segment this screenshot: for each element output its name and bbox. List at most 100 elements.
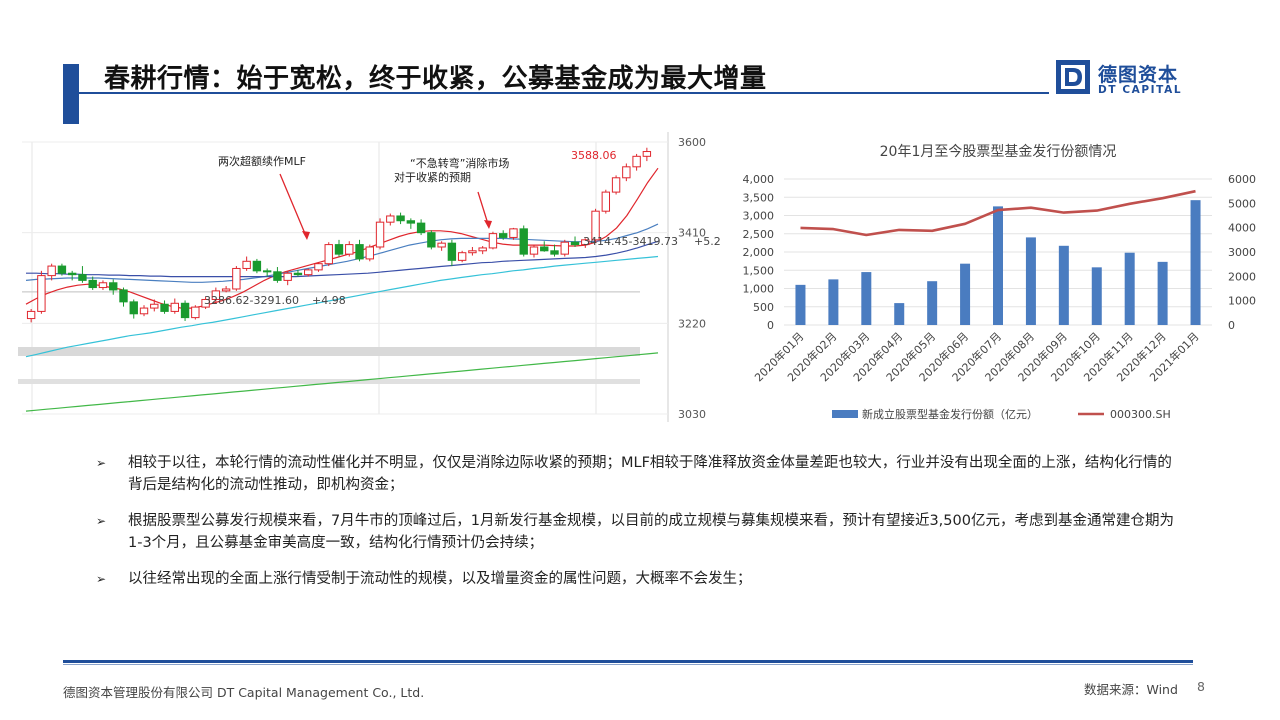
candle-body bbox=[334, 244, 344, 255]
bar bbox=[927, 281, 938, 325]
arrow-bullet-icon: ➢ bbox=[96, 572, 107, 586]
candle-body bbox=[211, 290, 221, 300]
title-underline bbox=[79, 92, 1049, 94]
bar bbox=[795, 284, 806, 325]
arrow-head-icon bbox=[484, 220, 492, 229]
price-change-label: +5.28 bbox=[694, 235, 720, 248]
candle-body bbox=[232, 267, 241, 290]
annotation-label: 对于收紧的预期 bbox=[394, 170, 471, 184]
logo-english-name: DT CAPITAL bbox=[1098, 84, 1183, 96]
candle-body bbox=[550, 250, 559, 255]
bar bbox=[1124, 252, 1135, 325]
candle-body bbox=[88, 279, 97, 289]
page-title: 春耕行情：始于宽松，终于收紧，公募基金成为最大增量 bbox=[104, 64, 767, 94]
candle-body bbox=[324, 244, 333, 265]
chart-title: 20年1月至今股票型基金发行份额情况 bbox=[880, 143, 1117, 160]
candle-body bbox=[416, 222, 426, 234]
candle-body bbox=[252, 260, 262, 272]
footer-rule bbox=[63, 660, 1193, 663]
left-axis-tick-label: 2,500 bbox=[743, 228, 775, 241]
bar bbox=[960, 263, 971, 325]
candle-body bbox=[457, 252, 467, 261]
right-axis-tick-label: 3000 bbox=[1228, 246, 1256, 259]
candle-body bbox=[478, 247, 487, 252]
candle-body bbox=[570, 241, 580, 246]
high-price-label: 3588.06 bbox=[571, 149, 617, 162]
candle-body bbox=[180, 302, 190, 319]
bar bbox=[1058, 245, 1069, 325]
candle-body bbox=[509, 228, 518, 238]
candle-body bbox=[314, 263, 323, 271]
right-axis-tick-label: 0 bbox=[1228, 319, 1235, 332]
candle-body bbox=[642, 151, 652, 157]
dt-logo-icon bbox=[1056, 60, 1090, 94]
bullet-text: 以往经常出现的全面上涨行情受制于流动性的规模，以及增量资金的属性问题，大概率不会… bbox=[128, 571, 752, 587]
candle-body bbox=[345, 244, 354, 255]
left-axis-tick-label: 500 bbox=[753, 301, 774, 314]
candle-body bbox=[221, 288, 231, 292]
candle-body bbox=[109, 282, 118, 291]
candle-body bbox=[632, 155, 641, 168]
candle-body bbox=[47, 265, 56, 277]
bar bbox=[894, 303, 905, 325]
price-tick-label: 3410 bbox=[678, 227, 706, 240]
candle-body bbox=[150, 303, 159, 309]
candle-body bbox=[365, 246, 374, 260]
bar bbox=[1025, 237, 1036, 325]
arrow-head-icon bbox=[302, 231, 310, 240]
bullet-item: ➢ 以往经常出现的全面上涨行情受制于流动性的规模，以及增量资金的属性问题，大概率… bbox=[96, 568, 1186, 590]
left-axis-tick-label: 2,000 bbox=[743, 246, 775, 259]
candle-body bbox=[355, 244, 364, 260]
arrow-bullet-icon: ➢ bbox=[96, 514, 107, 528]
bar bbox=[861, 272, 872, 325]
left-axis-tick-label: 1,000 bbox=[743, 283, 775, 296]
bullet-item: ➢ 根据股票型公募发行规模来看，7月牛市的顶峰过后，1月新发行基金规模，以目前的… bbox=[96, 510, 1186, 554]
footer-company: 德图资本管理股份有限公司 DT Capital Management Co., … bbox=[63, 685, 425, 700]
footer-source: 数据来源：Wind bbox=[1084, 682, 1178, 697]
candle-body bbox=[242, 260, 251, 269]
right-axis-tick-label: 2000 bbox=[1228, 270, 1256, 283]
right-axis-tick-label: 6000 bbox=[1228, 173, 1256, 186]
candle-body bbox=[78, 274, 87, 281]
bar bbox=[1091, 267, 1102, 325]
moving-average-line bbox=[25, 255, 659, 358]
candle-body bbox=[201, 298, 210, 308]
price-range-label: 3414.45-3419.73 bbox=[583, 235, 678, 248]
candle-body bbox=[293, 272, 303, 276]
bullet-item: ➢ 相较于以往，本轮行情的流动性催化并不明显，仅仅是消除边际收紧的预期；MLF相… bbox=[96, 452, 1186, 496]
index-line bbox=[800, 189, 1196, 237]
price-tick-label: 3220 bbox=[678, 317, 706, 330]
price-change-label: +4.98 bbox=[312, 294, 346, 307]
left-axis-tick-label: 4,000 bbox=[743, 173, 775, 186]
candle-body bbox=[437, 242, 446, 248]
candle-body bbox=[447, 242, 457, 261]
price-tick-label: 3030 bbox=[678, 408, 706, 421]
candle-body bbox=[119, 289, 128, 303]
candle-body bbox=[160, 303, 169, 312]
candle-body bbox=[622, 166, 631, 179]
candle-body bbox=[386, 215, 395, 223]
right-axis-tick-label: 1000 bbox=[1228, 295, 1256, 308]
right-axis-tick-label: 4000 bbox=[1228, 222, 1256, 235]
candle-body bbox=[427, 232, 436, 248]
fund-issuance-chart: 20年1月至今股票型基金发行份额情况 0 500 1,000 1,500 2,000 2,5… bbox=[743, 143, 1257, 421]
legend-swatch-bar bbox=[832, 410, 858, 418]
annotation-arrow bbox=[477, 191, 489, 225]
legend-label: 000300.SH bbox=[1110, 408, 1171, 421]
candle-body bbox=[581, 239, 590, 246]
candle-body bbox=[57, 265, 67, 274]
moving-average-line bbox=[25, 223, 659, 283]
left-axis-tick-label: 3,500 bbox=[743, 191, 775, 204]
page-number: 8 bbox=[1197, 679, 1205, 694]
candle-body bbox=[560, 241, 569, 255]
candle-body bbox=[519, 228, 528, 255]
bullet-text: 根据股票型公募发行规模来看，7月牛市的顶峰过后，1月新发行基金规模，以目前的成立… bbox=[128, 513, 1174, 551]
bar bbox=[1190, 200, 1201, 325]
candle-body bbox=[591, 210, 600, 241]
bar bbox=[1157, 261, 1168, 325]
candle-body bbox=[170, 302, 179, 312]
moving-average-line bbox=[25, 352, 659, 412]
bullet-list: ➢ 相较于以往，本轮行情的流动性催化并不明显，仅仅是消除边际收紧的预期；MLF相… bbox=[96, 452, 1186, 604]
title-accent-bar bbox=[63, 64, 79, 124]
bar bbox=[828, 279, 839, 325]
